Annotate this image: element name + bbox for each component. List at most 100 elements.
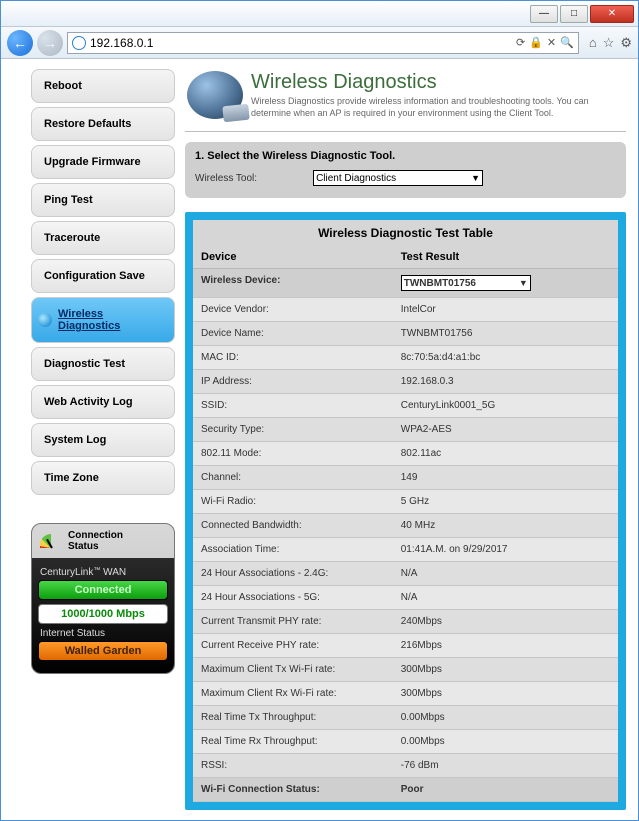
row-value: N/A xyxy=(393,586,618,609)
lock-icon: 🔒 xyxy=(529,36,543,49)
maximize-button[interactable]: □ xyxy=(560,5,588,23)
row-value: WPA2-AES xyxy=(393,418,618,441)
wireless-tool-selected: Client Diagnostics xyxy=(316,173,396,184)
table-row: Maximum Client Rx Wi-Fi rate:300Mbps xyxy=(193,682,618,706)
table-title: Wireless Diagnostic Test Table xyxy=(193,220,618,246)
table-row: Current Transmit PHY rate:240Mbps xyxy=(193,610,618,634)
wireless-tool-select[interactable]: Client Diagnostics ▼ xyxy=(313,170,483,186)
wifi-status-value: Poor xyxy=(393,778,618,801)
row-key: 24 Hour Associations - 5G: xyxy=(193,586,393,609)
tool-select-panel: 1. Select the Wireless Diagnostic Tool. … xyxy=(185,142,626,198)
window-titlebar: — □ ✕ xyxy=(1,1,638,27)
diagnostic-table-frame: Wireless Diagnostic Test Table Device Te… xyxy=(185,212,626,810)
row-value: IntelCor xyxy=(393,298,618,321)
wifi-status-row: Wi-Fi Connection Status: Poor xyxy=(193,778,618,802)
row-key: Association Time: xyxy=(193,538,393,561)
sidebar-item-ping-test[interactable]: Ping Test xyxy=(31,183,175,217)
url-input[interactable] xyxy=(90,36,516,50)
sidebar-item-configuration-save[interactable]: Configuration Save xyxy=(31,259,175,293)
row-value: 216Mbps xyxy=(393,634,618,657)
table-row: Maximum Client Tx Wi-Fi rate:300Mbps xyxy=(193,658,618,682)
row-value: 240Mbps xyxy=(393,610,618,633)
row-value: 01:41A.M. on 9/29/2017 xyxy=(393,538,618,561)
row-key: Wi-Fi Radio: xyxy=(193,490,393,513)
table-row: Channel:149 xyxy=(193,466,618,490)
table-row: RSSI:-76 dBm xyxy=(193,754,618,778)
col-result: Test Result xyxy=(393,246,618,268)
table-row: 24 Hour Associations - 5G:N/A xyxy=(193,586,618,610)
row-key: MAC ID: xyxy=(193,346,393,369)
table-row: 24 Hour Associations - 2.4G:N/A xyxy=(193,562,618,586)
table-row: Wi-Fi Radio:5 GHz xyxy=(193,490,618,514)
wireless-device-label: Wireless Device: xyxy=(193,269,393,297)
sidebar-item-system-log[interactable]: System Log xyxy=(31,423,175,457)
connection-heading-1: Connection xyxy=(68,530,123,541)
wifi-status-label: Wi-Fi Connection Status: xyxy=(193,778,393,801)
settings-icon[interactable]: ⚙ xyxy=(620,35,632,51)
row-key: Security Type: xyxy=(193,418,393,441)
row-key: Current Transmit PHY rate: xyxy=(193,610,393,633)
row-key: IP Address: xyxy=(193,370,393,393)
sidebar-item-restore-defaults[interactable]: Restore Defaults xyxy=(31,107,175,141)
address-bar: ← → ⟳ 🔒 ✕ 🔍 ⌂ ☆ ⚙ xyxy=(1,27,638,59)
row-key: RSSI: xyxy=(193,754,393,777)
row-key: Real Time Tx Throughput: xyxy=(193,706,393,729)
row-value: CenturyLink0001_5G xyxy=(393,394,618,417)
wireless-device-select[interactable]: TWNBMT01756 ▼ xyxy=(401,275,531,291)
wan-status-badge: Connected xyxy=(38,580,168,600)
table-row: Device Vendor:IntelCor xyxy=(193,298,618,322)
table-row: Security Type:WPA2-AES xyxy=(193,418,618,442)
row-value: 192.168.0.3 xyxy=(393,370,618,393)
sidebar-item-traceroute[interactable]: Traceroute xyxy=(31,221,175,255)
row-key: Connected Bandwidth: xyxy=(193,514,393,537)
connection-heading-2: Status xyxy=(68,541,99,552)
table-row: IP Address:192.168.0.3 xyxy=(193,370,618,394)
browser-window: — □ ✕ ← → ⟳ 🔒 ✕ 🔍 ⌂ ☆ ⚙ Reboot Restore De… xyxy=(0,0,639,821)
row-key: 802.11 Mode: xyxy=(193,442,393,465)
page-subtitle: Wireless Diagnostics provide wireless in… xyxy=(251,96,624,119)
sidebar-item-upgrade-firmware[interactable]: Upgrade Firmware xyxy=(31,145,175,179)
connection-status-widget: Connection Status CenturyLink™ WAN Conne… xyxy=(31,523,175,674)
minimize-button[interactable]: — xyxy=(530,5,558,23)
ie-icon xyxy=(72,36,86,50)
internet-status-label: Internet Status xyxy=(40,628,168,639)
row-key: SSID: xyxy=(193,394,393,417)
page-title: Wireless Diagnostics xyxy=(251,71,624,94)
table-row: 802.11 Mode:802.11ac xyxy=(193,442,618,466)
device-select-row: Wireless Device: TWNBMT01756 ▼ xyxy=(193,269,618,298)
row-value: N/A xyxy=(393,562,618,585)
step-title: 1. Select the Wireless Diagnostic Tool. xyxy=(195,150,616,162)
favorites-icon[interactable]: ☆ xyxy=(603,35,615,51)
wireless-diagnostics-icon xyxy=(187,71,243,119)
forward-button[interactable]: → xyxy=(37,30,63,56)
table-row: Current Receive PHY rate:216Mbps xyxy=(193,634,618,658)
table-row: Association Time:01:41A.M. on 9/29/2017 xyxy=(193,538,618,562)
table-row: Real Time Rx Throughput:0.00Mbps xyxy=(193,730,618,754)
row-key: Channel: xyxy=(193,466,393,489)
wireless-device-selected: TWNBMT01756 xyxy=(404,278,476,289)
wan-label: CenturyLink™ WAN xyxy=(40,567,168,578)
wan-speed: 1000/1000 Mbps xyxy=(38,604,168,624)
close-button[interactable]: ✕ xyxy=(590,5,634,23)
sidebar-item-web-activity-log[interactable]: Web Activity Log xyxy=(31,385,175,419)
sidebar-item-reboot[interactable]: Reboot xyxy=(31,69,175,103)
search-icon[interactable]: 🔍 xyxy=(560,36,574,49)
internet-status-badge: Walled Garden xyxy=(38,641,168,661)
row-key: Device Name: xyxy=(193,322,393,345)
stop-icon[interactable]: ✕ xyxy=(547,36,556,49)
row-key: Maximum Client Tx Wi-Fi rate: xyxy=(193,658,393,681)
sidebar-item-wireless-diagnostics[interactable]: WirelessDiagnostics xyxy=(31,297,175,343)
sidebar-item-diagnostic-test[interactable]: Diagnostic Test xyxy=(31,347,175,381)
row-value: -76 dBm xyxy=(393,754,618,777)
table-header-row: Device Test Result xyxy=(193,246,618,269)
chevron-down-icon: ▼ xyxy=(471,173,480,183)
row-key: Real Time Rx Throughput: xyxy=(193,730,393,753)
back-button[interactable]: ← xyxy=(7,30,33,56)
table-row: SSID:CenturyLink0001_5G xyxy=(193,394,618,418)
row-value: 0.00Mbps xyxy=(393,706,618,729)
home-icon[interactable]: ⌂ xyxy=(589,35,597,51)
refresh-icon[interactable]: ⟳ xyxy=(516,36,525,49)
sidebar-item-time-zone[interactable]: Time Zone xyxy=(31,461,175,495)
row-value: 300Mbps xyxy=(393,682,618,705)
page-viewport: Reboot Restore Defaults Upgrade Firmware Pi… xyxy=(1,59,638,820)
